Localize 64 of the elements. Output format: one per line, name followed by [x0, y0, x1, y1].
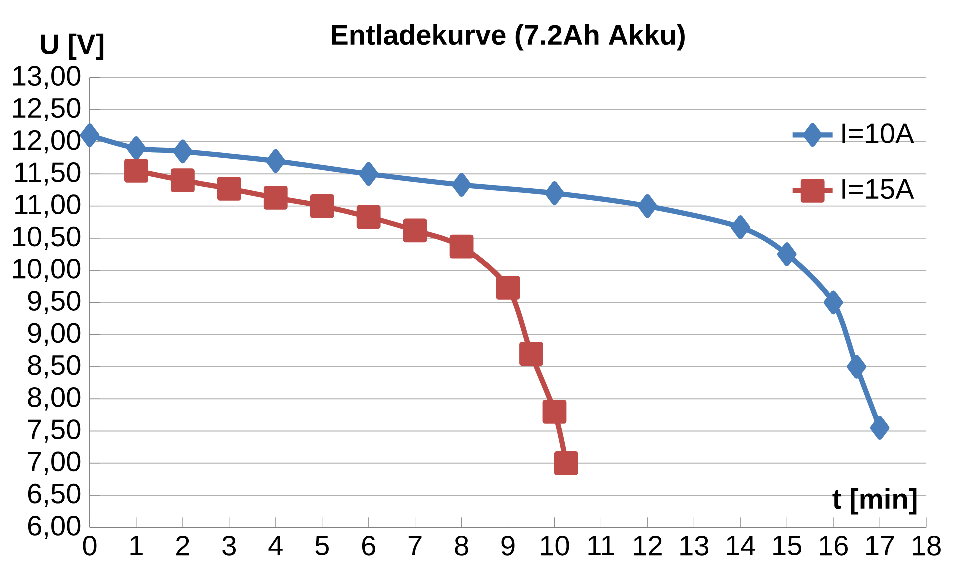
x-tick-label: 4 — [268, 536, 283, 556]
point — [731, 216, 750, 240]
y-tick-label: 7,50 — [28, 420, 81, 443]
x-tick-label: 14 — [727, 536, 756, 556]
x-tick-label: 15 — [774, 536, 802, 556]
y-tick-label: 11,00 — [16, 194, 81, 218]
y-tick-label: 12,00 — [13, 130, 81, 154]
y-tick-label: 6,50 — [28, 484, 81, 508]
x-tick-label: 11 — [588, 536, 614, 556]
point — [638, 194, 658, 218]
point — [847, 355, 866, 379]
point — [870, 416, 890, 440]
point — [520, 342, 544, 366]
x-axis-title: t [min] — [832, 488, 917, 515]
x-tick-label: 9 — [502, 536, 515, 556]
y-tick-label: 7,00 — [28, 452, 81, 475]
x-tick-label: 3 — [222, 536, 236, 556]
x-tick-label: 12 — [634, 536, 662, 556]
chart-title: Entladekurve (7.2Ah Akku) — [332, 24, 685, 51]
point — [217, 176, 242, 201]
point — [554, 451, 578, 476]
x-tick-label: 7 — [408, 536, 422, 556]
point — [124, 158, 148, 183]
x-tick-label: 5 — [316, 536, 329, 556]
y-tick-label: 9,00 — [28, 323, 81, 346]
point — [173, 140, 193, 164]
y-tick-label: 11,50 — [16, 162, 81, 186]
point — [266, 149, 286, 174]
x-tick-label: 13 — [680, 536, 709, 556]
x-tick-label: 1 — [130, 536, 143, 556]
point — [496, 276, 520, 300]
y-tick-label: 13,00 — [13, 66, 81, 90]
y-tick-label: 9,50 — [28, 291, 81, 314]
x-tick-label: 18 — [913, 536, 941, 556]
point — [545, 181, 564, 206]
point — [824, 290, 844, 315]
y-axis-title: U [V] — [41, 34, 104, 60]
y-tick-label: 10,50 — [13, 226, 81, 250]
point — [452, 173, 472, 198]
point — [264, 186, 288, 210]
point — [403, 218, 428, 243]
point — [80, 124, 100, 148]
x-tick-label: 2 — [176, 536, 190, 556]
y-tick-label: 8,50 — [28, 355, 81, 379]
point — [356, 205, 381, 230]
point — [126, 136, 146, 160]
point — [359, 162, 378, 186]
point — [310, 194, 334, 218]
point — [778, 242, 797, 266]
x-tick-label: 8 — [455, 536, 468, 556]
x-tick-label: 0 — [83, 536, 97, 556]
y-tick-label: 10,00 — [13, 258, 81, 282]
x-tick-label: 6 — [362, 536, 376, 556]
point — [450, 234, 474, 259]
point — [170, 168, 195, 193]
y-tick-label: 12,50 — [13, 98, 81, 122]
point — [542, 400, 567, 424]
x-tick-label: 16 — [820, 536, 848, 556]
legend-label: I=10A — [842, 124, 914, 144]
x-tick-label: 17 — [866, 536, 894, 556]
x-tick-label: 10 — [541, 536, 570, 556]
y-tick-label: 8,00 — [28, 388, 81, 411]
y-tick-label: 6,00 — [28, 516, 81, 540]
legend-label: I=15A — [842, 180, 914, 200]
